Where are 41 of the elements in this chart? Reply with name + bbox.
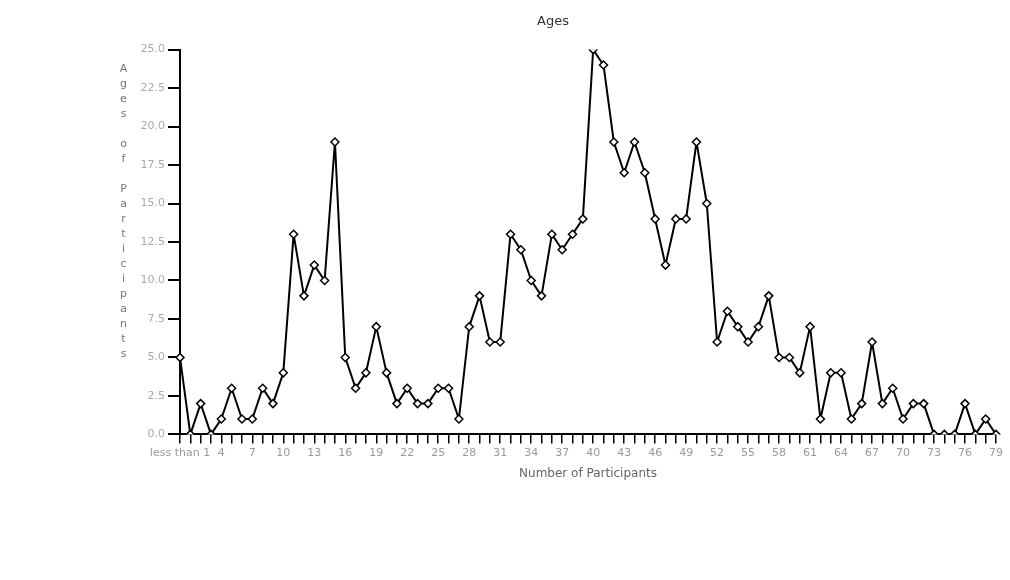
x-tick-label: 52 (710, 445, 725, 459)
x-tick-label: 64 (834, 445, 849, 459)
x-tick-label: 31 (493, 445, 508, 459)
y-tick-label: 0.0 (147, 427, 165, 441)
x-tick-label: 79 (989, 445, 1003, 459)
x-tick-label: less than 1 (149, 445, 211, 459)
chart-title: Ages (537, 13, 570, 29)
x-tick-label: 40 (586, 445, 601, 459)
x-axis-title: Number of Participants (519, 465, 657, 480)
x-tick-label: 34 (524, 445, 539, 459)
x-tick-label: 7 (248, 445, 256, 459)
y-axis-title: Ages of Participants (117, 62, 130, 362)
x-tick-label: 55 (741, 445, 756, 459)
x-tick-label: 22 (400, 445, 415, 459)
x-tick-label: 61 (803, 445, 818, 459)
x-tick-label: 28 (462, 445, 477, 459)
x-tick-label: 4 (217, 445, 225, 459)
y-tick-label: 15.0 (140, 196, 165, 210)
x-tick-label: 46 (648, 445, 663, 459)
x-tick-label: 13 (307, 445, 322, 459)
y-tick-label: 10.0 (140, 273, 165, 287)
y-tick-label: 5.0 (147, 350, 165, 364)
x-tick-label: 43 (617, 445, 632, 459)
x-tick-label: 49 (679, 445, 694, 459)
x-tick-label: 73 (927, 445, 942, 459)
y-tick-label: 17.5 (140, 157, 165, 171)
x-tick-label: 10 (276, 445, 291, 459)
y-tick-label: 22.5 (140, 80, 165, 94)
y-tick-label: 25.0 (140, 42, 165, 56)
x-tick-label: 25 (431, 445, 446, 459)
x-tick-label: 67 (865, 445, 880, 459)
x-tick-label: 19 (369, 445, 384, 459)
y-tick-label: 7.5 (147, 311, 165, 325)
x-tick-label: 76 (958, 445, 973, 459)
y-tick-label: 20.0 (140, 119, 165, 133)
y-tick-label: 12.5 (140, 234, 165, 248)
x-tick-label: 37 (555, 445, 570, 459)
x-tick-label: 16 (338, 445, 353, 459)
x-tick-label: 70 (896, 445, 911, 459)
y-tick-label: 2.5 (147, 388, 165, 402)
x-tick-label: 58 (772, 445, 787, 459)
